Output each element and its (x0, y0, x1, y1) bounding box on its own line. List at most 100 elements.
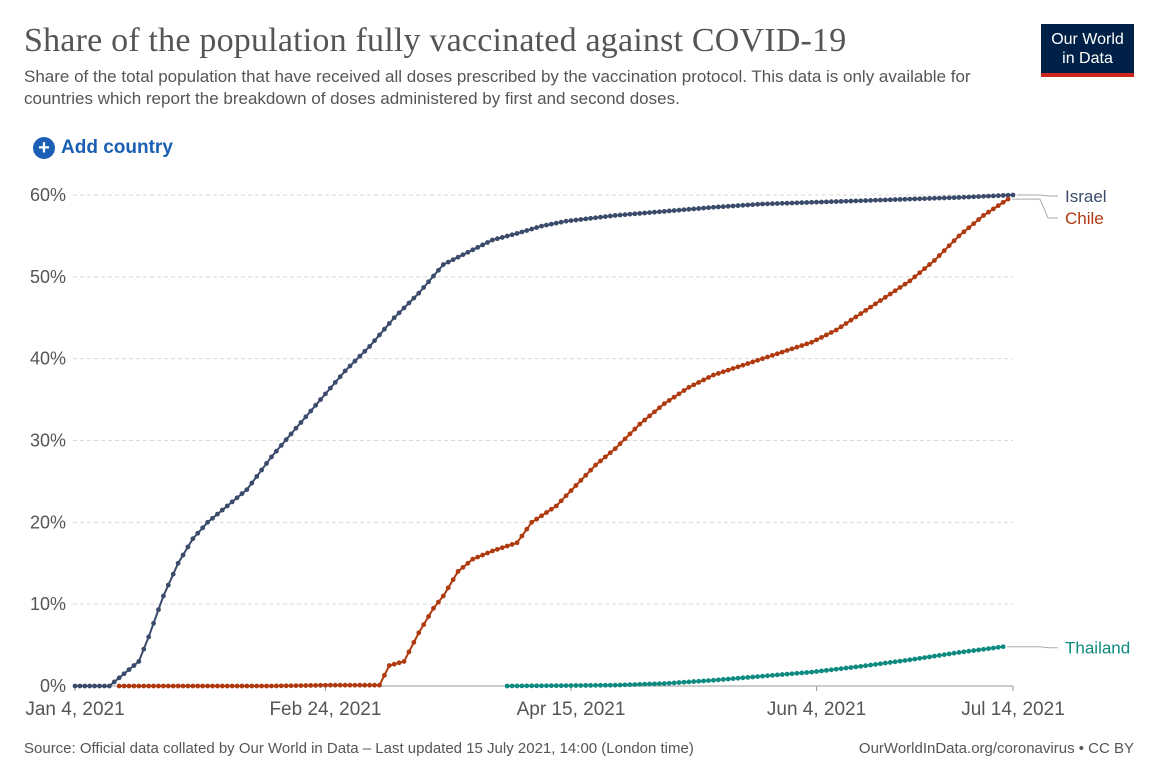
data-point-israel (941, 195, 947, 201)
data-point-thailand (730, 676, 736, 682)
data-point-chile (917, 270, 923, 276)
data-point-thailand (519, 683, 525, 689)
data-point-chile (563, 493, 569, 499)
data-point-thailand (602, 682, 608, 688)
data-point-chile (386, 663, 392, 668)
data-point-thailand (647, 681, 652, 687)
data-point-israel (578, 217, 584, 222)
data-point-chile (219, 683, 225, 689)
data-point-chile (121, 683, 127, 689)
data-point-thailand (809, 669, 815, 675)
data-point-chile (627, 431, 633, 437)
data-point-thailand (868, 662, 873, 668)
data-point-chile (735, 364, 741, 370)
data-point-israel (961, 194, 967, 200)
data-point-israel (946, 195, 952, 201)
data-point-thailand (622, 682, 628, 688)
data-point-chile (298, 683, 304, 688)
data-point-israel (652, 209, 657, 215)
data-point-chile (666, 398, 672, 403)
data-point-israel (789, 200, 795, 206)
data-point-chile (961, 229, 967, 235)
data-point-israel (377, 332, 382, 338)
data-point-israel (956, 195, 962, 200)
data-point-israel (878, 197, 883, 203)
data-point-israel (725, 203, 731, 209)
data-point-israel (224, 503, 230, 509)
data-point-chile (342, 682, 348, 688)
data-point-israel (249, 480, 255, 486)
data-point-thailand (882, 660, 888, 666)
data-point-israel (195, 530, 201, 536)
data-point-israel (897, 197, 903, 202)
data-point-thailand (666, 680, 672, 686)
data-point-chile (612, 446, 618, 452)
data-point-israel (475, 244, 481, 250)
data-point-israel (583, 216, 589, 222)
data-point-chile (602, 454, 608, 460)
data-point-chile (313, 682, 319, 688)
data-point-chile (239, 683, 245, 689)
data-point-thailand (740, 675, 746, 681)
data-point-israel (421, 285, 427, 290)
data-point-israel (269, 454, 274, 460)
data-point-israel (922, 196, 928, 202)
data-point-israel (126, 667, 132, 673)
data-point-israel (401, 305, 407, 311)
data-point-thailand (598, 682, 603, 688)
y-tick-label: 0% (40, 676, 66, 696)
data-point-israel (966, 194, 972, 200)
data-point-israel (544, 222, 549, 228)
y-tick-label: 40% (30, 349, 66, 369)
data-point-israel (917, 196, 923, 202)
data-point-israel (455, 254, 461, 260)
data-point-thailand (696, 678, 702, 684)
add-country-button[interactable]: + Add country (33, 137, 173, 159)
data-point-israel (666, 208, 672, 214)
data-point-chile (725, 367, 731, 373)
data-point-thailand (927, 654, 932, 660)
data-point-israel (303, 414, 309, 420)
data-point-chile (426, 614, 431, 619)
data-point-israel (593, 215, 598, 221)
data-point-israel (190, 536, 196, 542)
data-point-israel (1010, 192, 1016, 198)
data-point-israel (490, 237, 495, 243)
data-point-chile (932, 258, 937, 263)
data-point-israel (661, 208, 667, 214)
data-point-israel (504, 233, 510, 239)
data-point-israel (612, 213, 618, 218)
data-point-israel (814, 199, 819, 205)
data-point-chile (421, 622, 427, 628)
data-point-thailand (976, 647, 982, 653)
logo-line-2: in Data (1062, 50, 1113, 67)
data-point-israel (205, 519, 210, 525)
data-point-chile (637, 421, 643, 427)
data-point-chile (769, 352, 775, 358)
chart-subtitle: Share of the total population that have … (24, 67, 971, 108)
data-point-chile (696, 379, 702, 385)
data-point-thailand (681, 679, 687, 685)
data-point-chile (160, 683, 166, 689)
data-point-israel (362, 348, 368, 354)
data-point-israel (563, 218, 569, 224)
logo-line-1: Our World (1051, 31, 1124, 48)
data-point-thailand (711, 677, 716, 683)
data-point-thailand (794, 670, 800, 676)
data-point-chile (711, 372, 716, 378)
data-point-chile (981, 213, 986, 218)
data-point-chile (288, 683, 294, 689)
data-point-chile (180, 683, 186, 689)
data-point-thailand (892, 659, 898, 665)
data-point-chile (519, 533, 525, 539)
data-point-israel (637, 211, 643, 216)
data-point-chile (956, 233, 962, 239)
data-point-chile (804, 341, 810, 347)
data-point-chile (229, 683, 235, 689)
data-point-thailand (676, 680, 682, 685)
license-link[interactable]: OurWorldInData.org/coronavirus • CC BY (858, 740, 1134, 757)
owid-logo[interactable]: Our World in Data (1041, 24, 1134, 77)
data-point-chile (381, 672, 387, 678)
data-point-israel (283, 437, 289, 443)
data-point-thailand (563, 683, 569, 688)
